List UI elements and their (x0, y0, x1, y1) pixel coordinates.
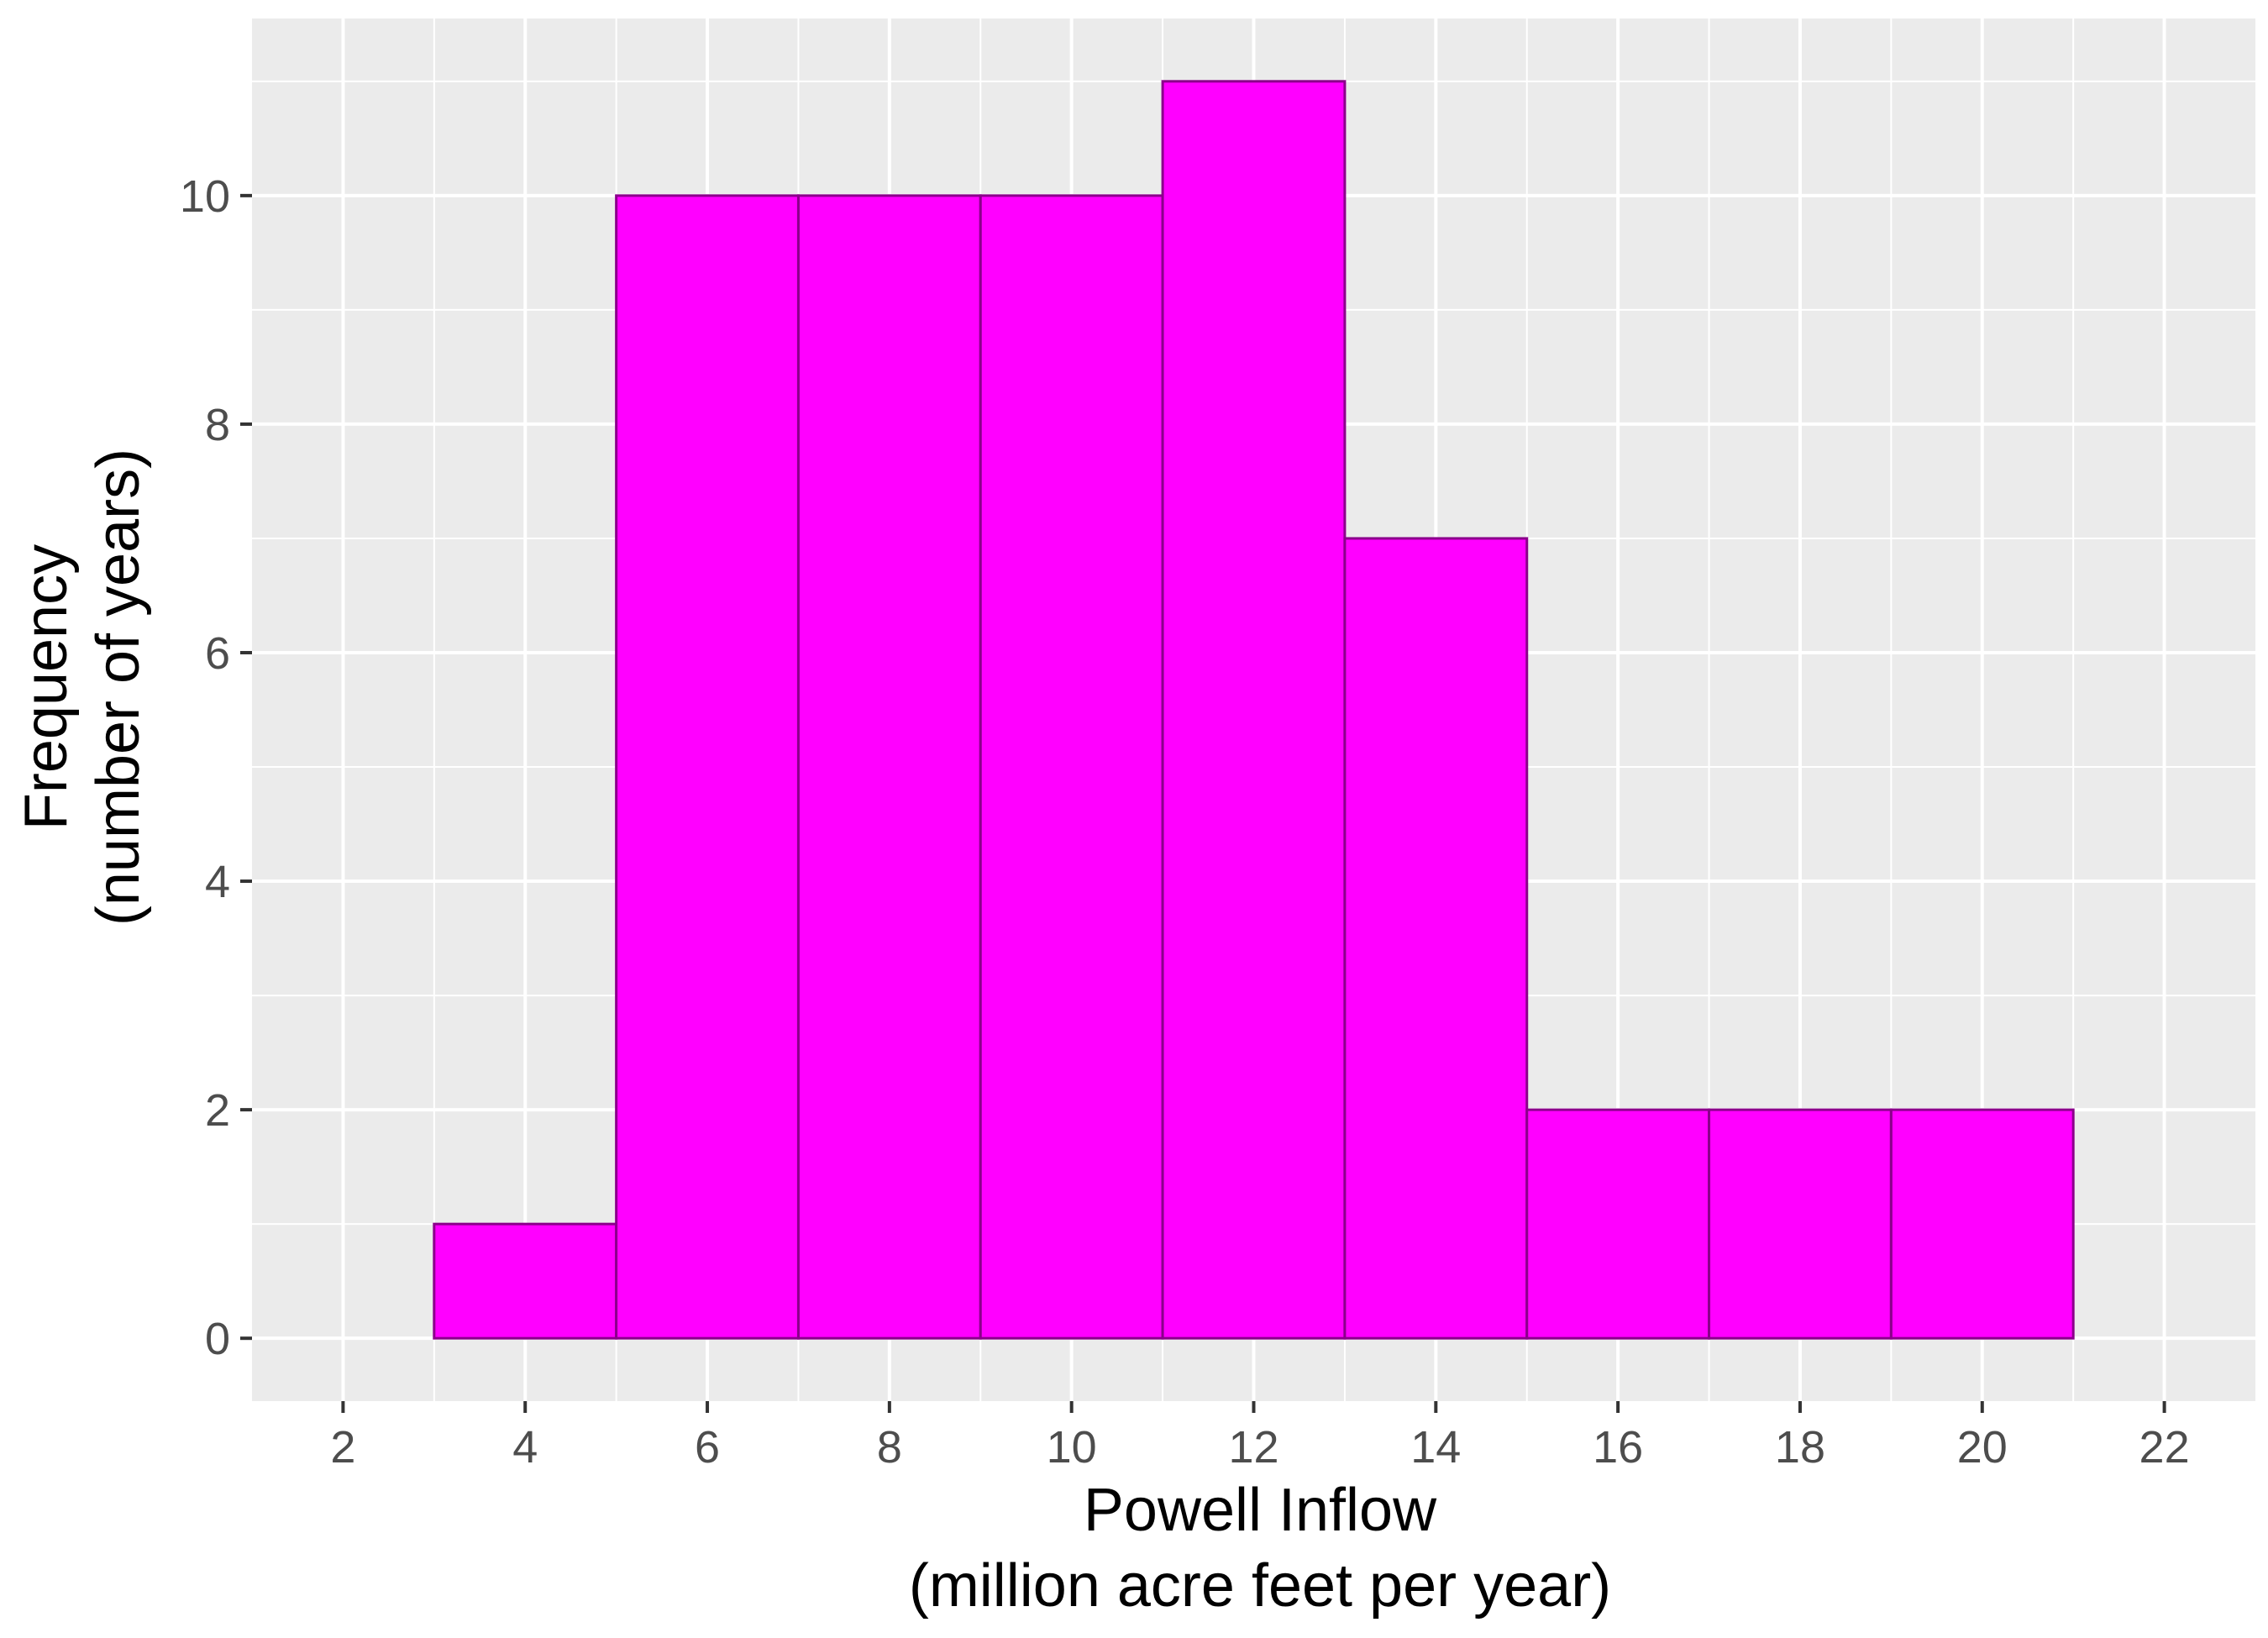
x-tick-label: 20 (1957, 1422, 2008, 1473)
y-tick-label: 10 (180, 171, 230, 222)
y-tick-label: 4 (205, 857, 230, 907)
x-tick-label: 14 (1410, 1422, 1461, 1473)
y-tick-label: 8 (205, 400, 230, 450)
histogram-bars (433, 80, 2075, 1340)
y-tick-label: 2 (205, 1085, 230, 1136)
histogram-bar (1708, 1108, 1893, 1340)
histogram-bar (615, 194, 800, 1340)
y-tick-label: 6 (205, 628, 230, 679)
x-tick-label: 10 (1047, 1422, 1097, 1473)
x-tick-label: 18 (1775, 1422, 1825, 1473)
x-tick-label: 12 (1228, 1422, 1278, 1473)
x-tick-label: 6 (695, 1422, 720, 1473)
histogram-bar (796, 194, 982, 1340)
y-axis: 0 2 4 6 8 10 (180, 171, 252, 1364)
histogram-bar (433, 1222, 618, 1340)
histogram-bar (1343, 537, 1529, 1340)
y-axis-title-line2: (number of years) (85, 449, 152, 926)
x-tick-label: 4 (512, 1422, 538, 1473)
x-axis-title-line2: (million acre feet per year) (909, 1552, 1611, 1620)
x-tick-label: 2 (330, 1422, 355, 1473)
x-tick-label: 22 (2139, 1422, 2190, 1473)
histogram-bar (979, 194, 1164, 1340)
histogram-bar (1889, 1108, 2075, 1340)
histogram-bar (1161, 80, 1347, 1340)
x-axis-title-line1: Powell Inflow (1084, 1477, 1437, 1544)
x-tick-label: 16 (1593, 1422, 1643, 1473)
y-tick-label: 0 (205, 1314, 230, 1364)
histogram-bar (1525, 1108, 1711, 1340)
x-tick-label: 8 (877, 1422, 902, 1473)
y-axis-title-line1: Frequency (13, 544, 80, 830)
x-axis: 2 4 6 8 10 12 14 16 18 20 22 (330, 1401, 2190, 1473)
